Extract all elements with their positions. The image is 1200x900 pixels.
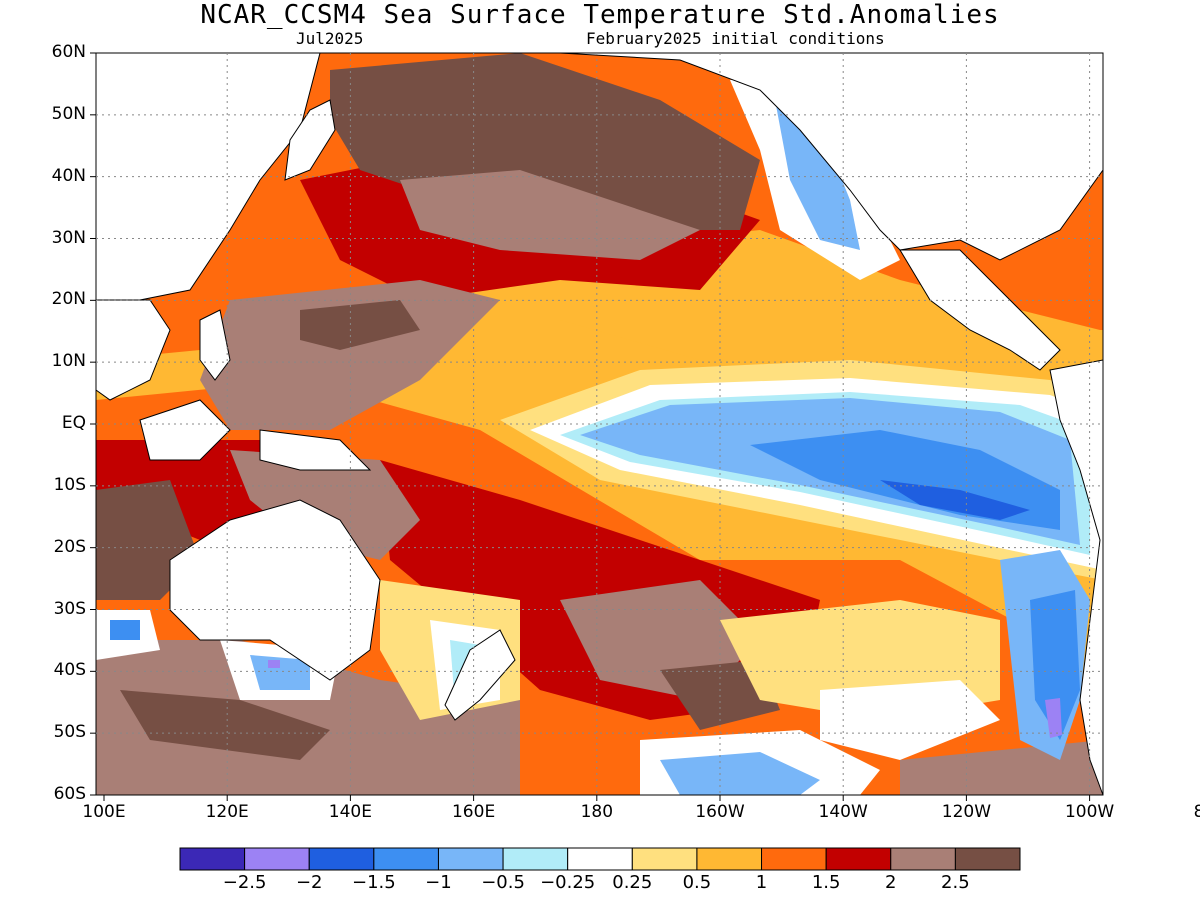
anomaly-field [96,53,1103,795]
forecast-month: Jul2025 [296,29,364,48]
colorbar-label: −1.5 [351,872,396,893]
neutral-region [820,680,1000,760]
lon-label: 180 [580,802,614,822]
lat-label: 10S [53,474,86,495]
colorbar-label: 0.5 [682,872,712,893]
map-title: NCAR_CCSM4 Sea Surface Temperature Std.A… [200,0,1000,30]
lat-label: 50N [51,103,86,124]
very-cold-region [1045,698,1062,738]
colorbar-label: 2.5 [941,872,970,893]
lon-label: 160W [695,802,745,822]
lon-label: 140E [328,802,372,822]
lat-label: 50S [53,722,86,743]
colorbar-swatch [308,847,375,871]
colorbar-swatch [437,847,504,871]
very-warm-region [400,170,700,260]
lat-label: EQ [61,413,86,433]
lon-label: 100E [82,802,126,822]
lon-label: 140W [818,802,868,822]
colorbar-label: −1 [425,872,452,893]
colorbar-swatch [502,847,569,871]
colorbar-swatch [761,847,827,871]
lat-label: 20N [51,289,86,310]
colorbar-label: 0.25 [612,872,653,893]
colorbar-swatch [244,847,310,871]
australia-land [169,499,381,681]
japan-land [284,99,336,181]
lat-label: 10N [51,351,86,372]
colorbar-swatch [954,847,1021,871]
colorbar-swatch [890,847,956,871]
lon-label: 100W [1064,802,1115,822]
lat-label: 40N [51,165,86,186]
lat-label: 20S [53,536,86,557]
lon-label: 120W [941,802,992,822]
gridlines [96,53,1103,795]
cold-region [110,620,140,640]
lat-label: 30S [53,598,86,619]
very-cold-region [268,660,280,668]
colorbar-swatch [373,847,439,871]
colorbar-swatch [696,847,763,871]
lat-label: 30N [51,227,86,248]
very-warm-region [230,450,420,560]
lat-label: 60S [53,784,86,804]
colorbar-swatch [825,847,892,871]
central-america-land [899,249,1061,371]
borneo-land [139,399,231,461]
colorbar-label: 1.5 [811,872,841,893]
lon-label: 120E [205,802,249,822]
very-warm-region [96,640,520,795]
cold-region [880,480,1030,520]
colorbar-swatch [567,847,633,871]
new-guinea-land [259,429,372,471]
colorbar-swatch [179,847,246,871]
colorbar-label: −0.5 [481,872,525,893]
colorbar-label: 2 [885,872,897,893]
colorbar-label: −2 [295,872,323,893]
cool-region [250,655,310,690]
colorbar-label: −0.25 [540,872,596,893]
colorbar-label: −2.5 [222,872,267,893]
lat-label: 60N [51,42,86,62]
colorbar [179,847,1021,871]
colorbar-swatch [631,847,698,871]
cool-region [660,752,820,795]
very-warm-region [300,300,420,350]
cold-region [1030,590,1080,740]
lat-label: 40S [53,660,86,681]
initial-conditions: February2025 initial conditions [586,29,885,48]
axis-ticks [90,52,1091,801]
colorbar-label: 1 [755,872,768,893]
cool-region [775,100,860,250]
very-warm-region [120,690,330,760]
lon-label: 80W [1193,802,1200,822]
lon-label: 160E [451,802,496,822]
new-zealand-land [444,629,516,721]
